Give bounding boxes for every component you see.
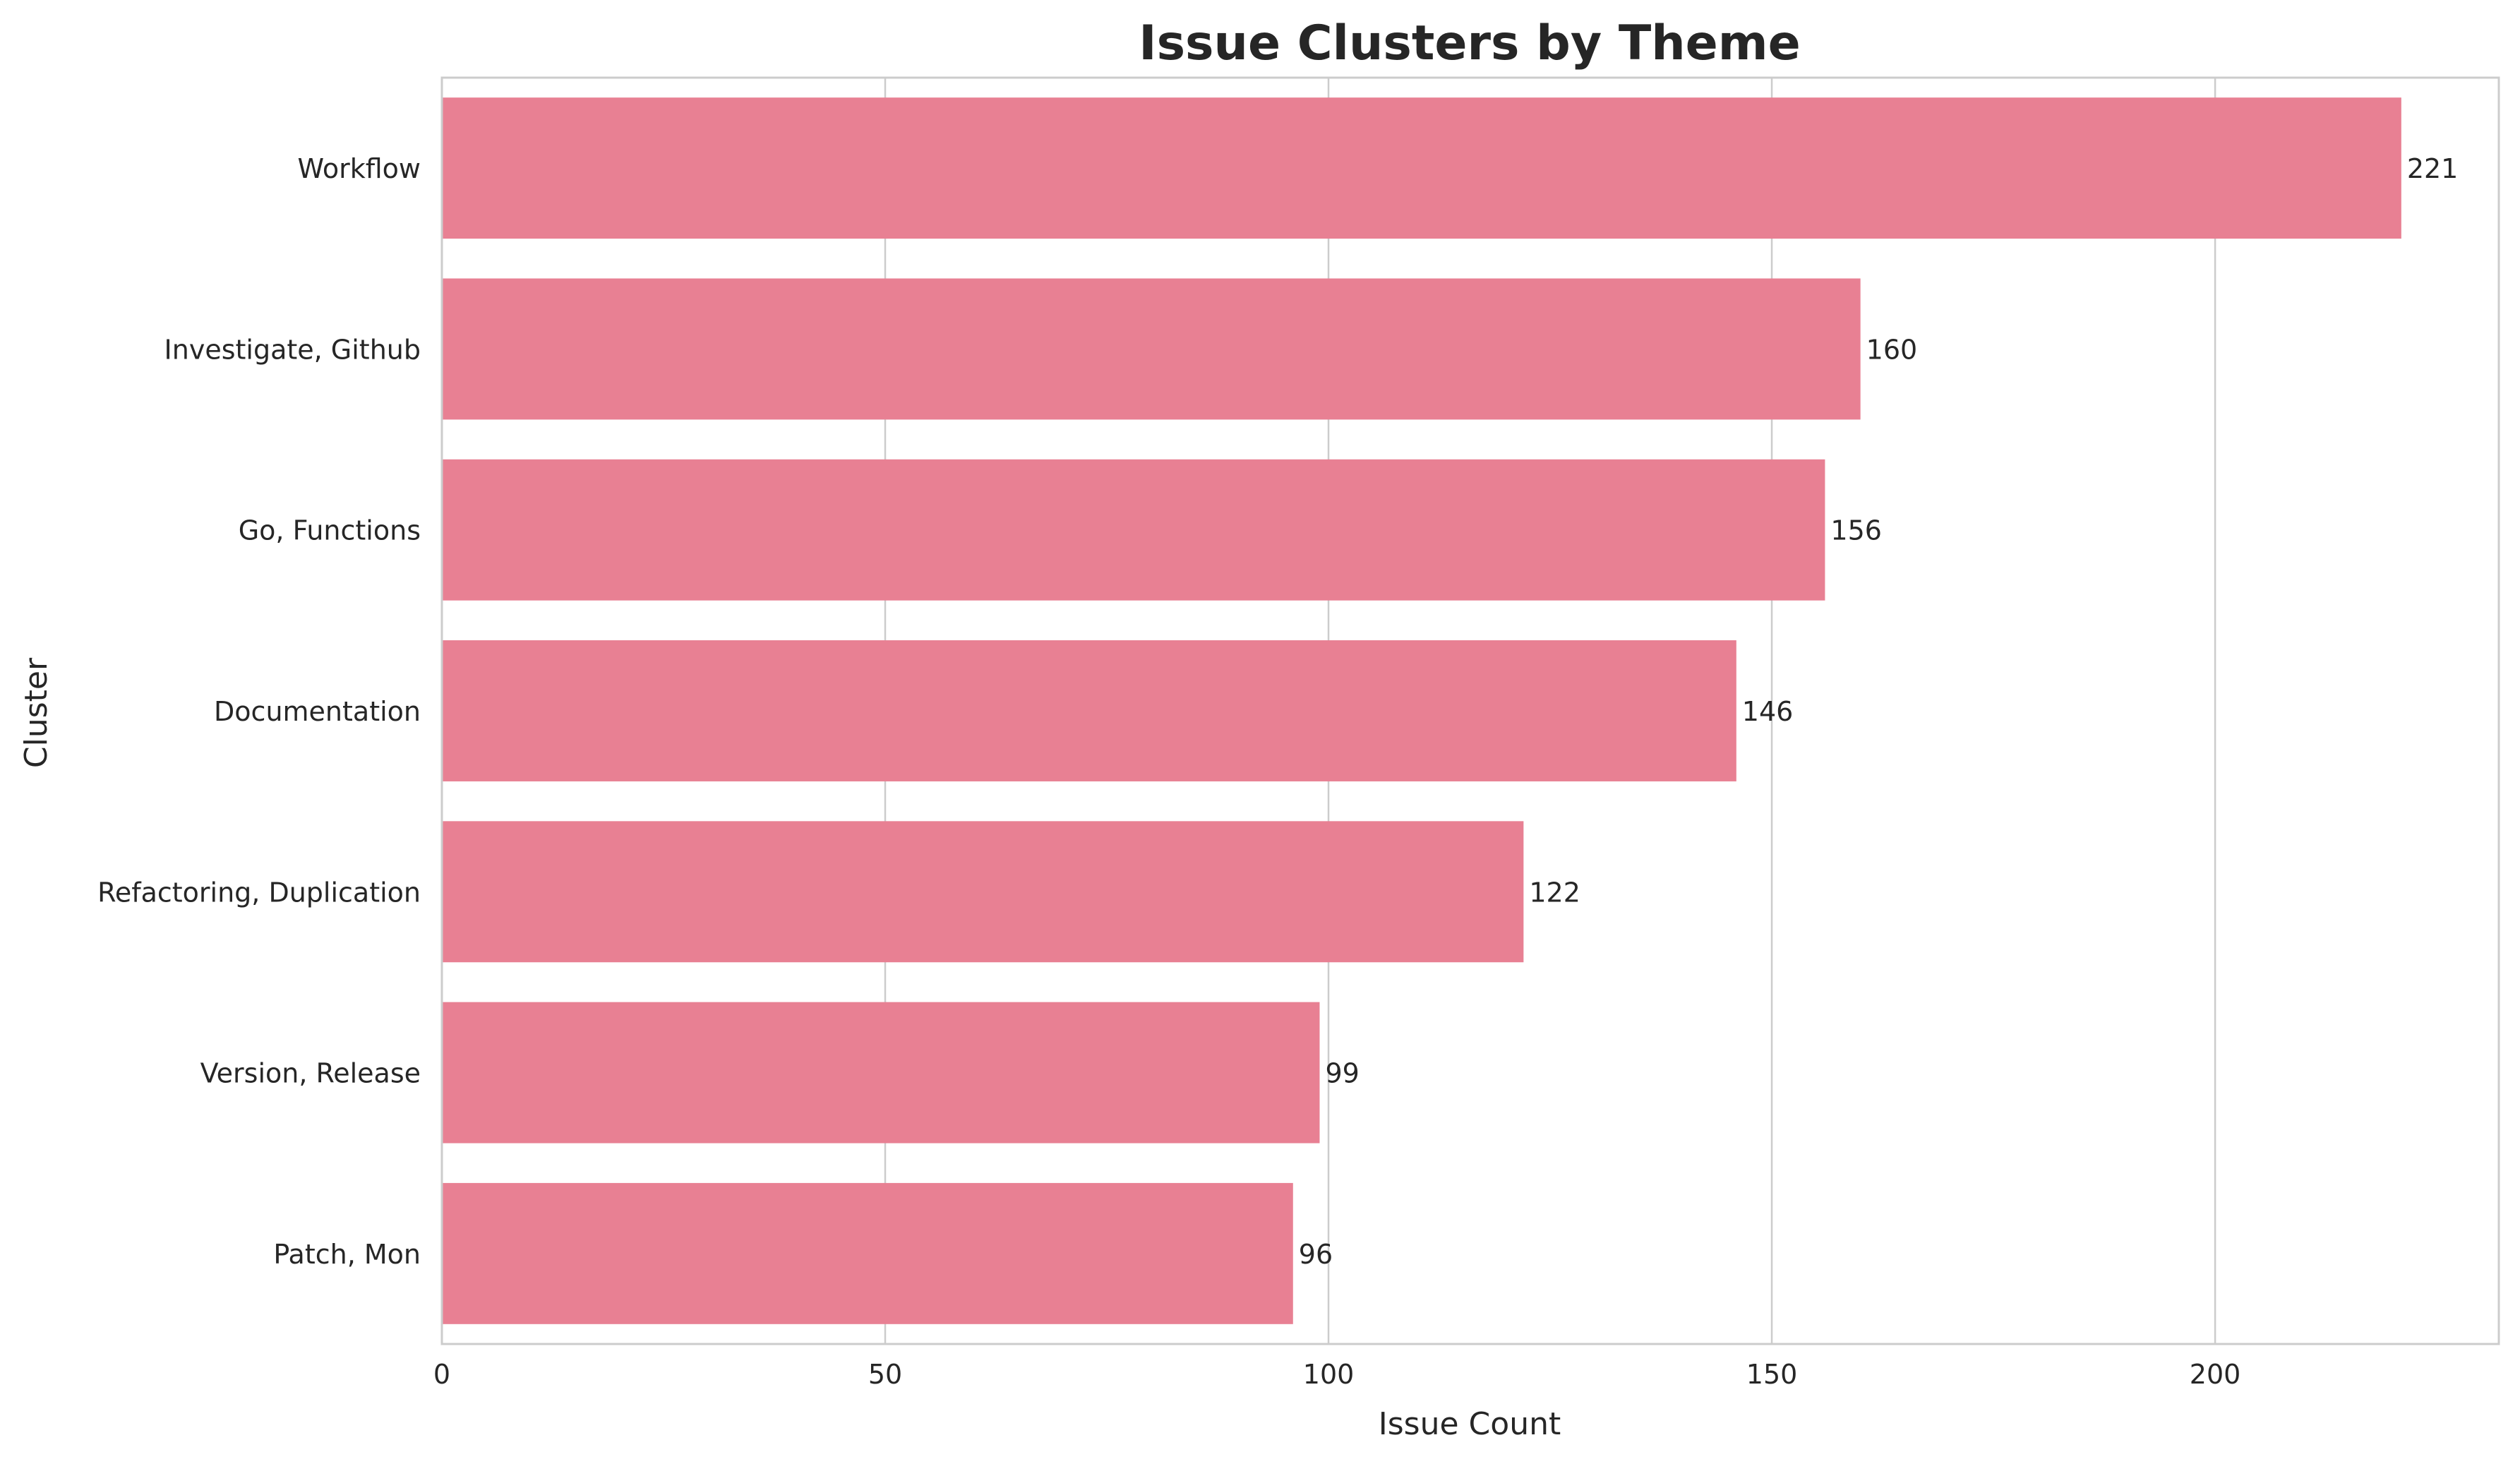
- x-tick-labels: 0 50 100 150 200: [433, 1359, 2240, 1390]
- data-label-0: 221: [2407, 153, 2459, 184]
- data-label-1: 160: [1866, 334, 1918, 365]
- y-tick-label-4: Refactoring, Duplication: [97, 877, 421, 908]
- data-label-2: 156: [1830, 515, 1882, 546]
- x-tick-label-1: 50: [868, 1359, 902, 1390]
- bar-2: [442, 459, 1825, 601]
- plot-frame: [440, 76, 2500, 1345]
- plot-frame-rect: [440, 76, 2500, 1345]
- y-tick-labels: Workflow Investigate, Github Go, Functions…: [97, 153, 421, 1270]
- y-tick-label-2: Go, Functions: [239, 515, 421, 546]
- y-tick-label-0: Workflow: [298, 153, 421, 184]
- x-tick-label-4: 200: [2190, 1359, 2241, 1390]
- chart-title: Issue Clusters by Theme: [1139, 16, 1800, 71]
- x-tick-label-2: 100: [1303, 1359, 1355, 1390]
- bars: [442, 97, 2401, 1324]
- y-axis-label: Cluster: [18, 657, 54, 768]
- data-label-5: 99: [1325, 1058, 1359, 1089]
- data-labels: 221 160 156 146 122 99 96: [1299, 153, 2459, 1270]
- bar-0: [442, 97, 2401, 239]
- y-tick-label-3: Documentation: [214, 696, 421, 727]
- bar-5: [442, 1002, 1320, 1144]
- data-label-4: 122: [1529, 877, 1580, 908]
- bar-6: [442, 1182, 1293, 1324]
- y-tick-label-5: Version, Release: [200, 1058, 421, 1089]
- x-tick-label-3: 150: [1746, 1359, 1798, 1390]
- bar-1: [442, 278, 1861, 420]
- bar-4: [442, 821, 1524, 963]
- y-tick-label-6: Patch, Mon: [273, 1239, 421, 1270]
- data-label-6: 96: [1299, 1239, 1333, 1270]
- data-label-3: 146: [1742, 696, 1794, 727]
- bar-3: [442, 640, 1736, 781]
- y-tick-label-1: Investigate, Github: [164, 334, 421, 365]
- x-axis-label: Issue Count: [1379, 1406, 1561, 1442]
- x-tick-label-0: 0: [433, 1359, 450, 1390]
